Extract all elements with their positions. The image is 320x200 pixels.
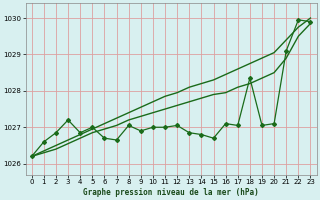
X-axis label: Graphe pression niveau de la mer (hPa): Graphe pression niveau de la mer (hPa): [83, 188, 259, 197]
